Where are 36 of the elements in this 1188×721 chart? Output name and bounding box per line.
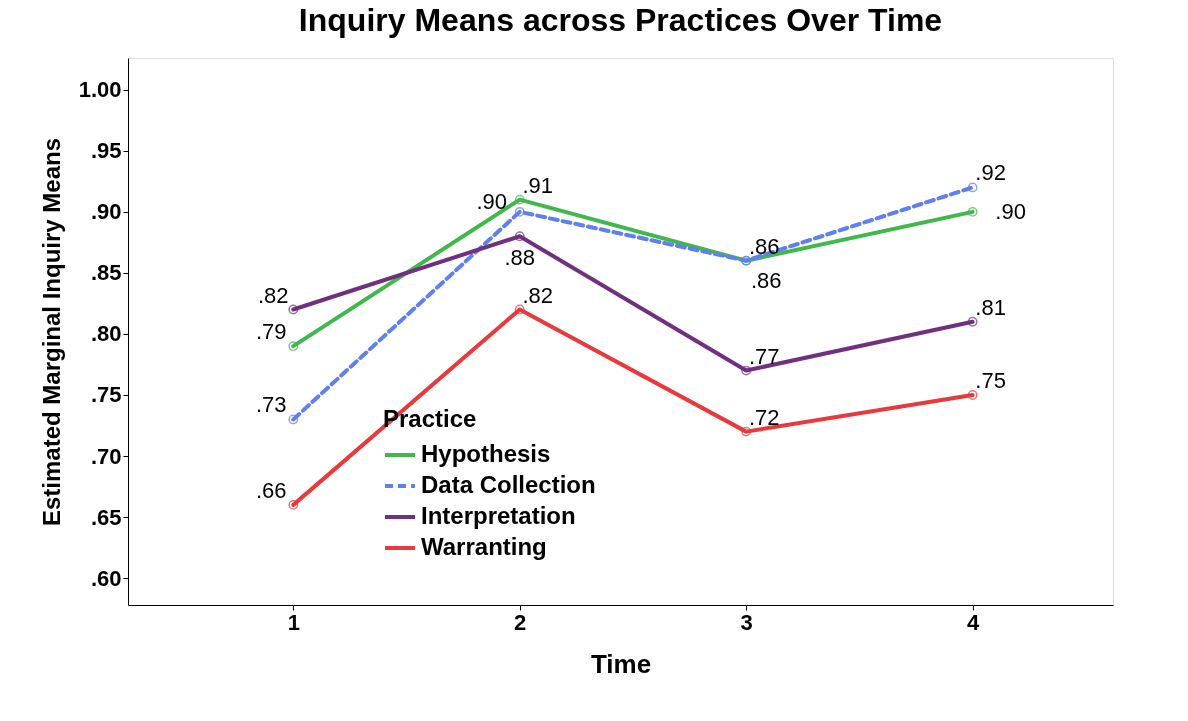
x-tick-label: 2 [514, 609, 527, 635]
y-tick-label: .80 [90, 321, 122, 347]
data-label: .92 [975, 160, 1006, 186]
y-tick-label: .75 [90, 382, 122, 408]
chart-title: Inquiry Means across Practices Over Time [298, 2, 943, 38]
legend-label: Hypothesis [421, 440, 551, 467]
data-label: .72 [748, 404, 780, 430]
data-label: .82 [522, 282, 554, 308]
data-label: .90 [476, 188, 508, 214]
x-tick-label: 1 [287, 609, 300, 635]
y-tick-label: 1.00 [78, 77, 122, 103]
data-label: .73 [256, 392, 287, 418]
legend-label: Warranting [421, 533, 547, 560]
data-label: .82 [258, 282, 289, 308]
data-label: .75 [975, 367, 1006, 393]
data-label: .90 [995, 198, 1026, 224]
data-label: .88 [504, 245, 536, 271]
y-tick-label: .90 [90, 199, 122, 225]
x-tick-label: 3 [740, 609, 753, 635]
data-label: .66 [256, 477, 287, 503]
x-axis-title: Time [590, 648, 652, 679]
x-tick-label: 4 [966, 609, 980, 635]
y-tick-label: .70 [90, 443, 122, 469]
data-label: .86 [750, 267, 782, 293]
data-label: .77 [748, 343, 780, 369]
y-tick-label: .60 [90, 565, 122, 591]
data-label: .86 [748, 233, 780, 259]
data-label: .91 [522, 172, 554, 198]
data-label: .81 [975, 294, 1006, 320]
y-tick-label: .95 [90, 138, 122, 164]
data-label: .79 [256, 319, 287, 345]
legend-label: Data Collection [421, 471, 596, 498]
legend-label: Interpretation [421, 502, 576, 529]
y-axis-title: Estimated Marginal Inquiry Means [37, 137, 65, 527]
y-tick-label: .85 [90, 260, 122, 286]
y-tick-label: .65 [90, 504, 122, 530]
